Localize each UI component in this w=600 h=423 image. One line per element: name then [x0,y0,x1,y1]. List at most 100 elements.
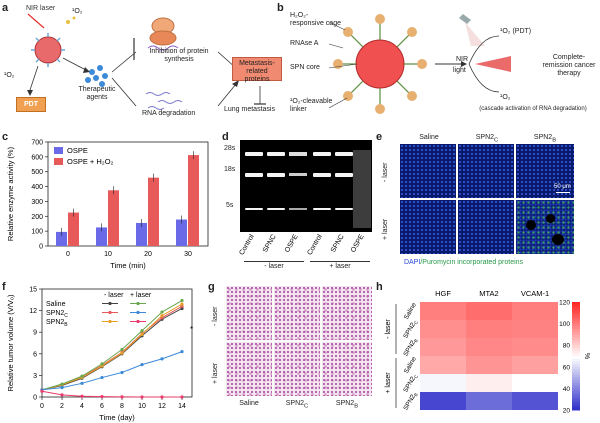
nir-label: NIR [456,56,469,63]
o2-pdt-label: ¹O₂ (PDT) [500,28,532,35]
colorbar-segment [572,326,580,330]
heatmap-cell [466,392,512,410]
gel-band [245,173,263,177]
x-tick-label: 10 [138,403,146,410]
y-tick-label: 3 [33,373,37,380]
laser-beam-icon [27,13,45,29]
void-region [526,220,536,230]
legend-marker [108,310,112,315]
plot-frame [47,141,209,247]
x-tick-label: 12 [158,403,166,410]
e-img-minus-saline [400,144,456,198]
data-point [100,375,104,380]
y-tick-label: 300 [31,199,43,206]
heatmap-cell [420,374,466,392]
gel-lane-label: SPNC [262,234,278,254]
data-point [140,329,144,333]
bar-ospe [56,231,67,246]
colorbar-tick-label: 40 [563,386,571,393]
spn-core-icon [355,39,405,89]
heatmap-cell [466,320,512,338]
nanoparticle-icon [31,33,65,67]
y-tick-label: 100 [31,229,43,236]
data-point [140,363,144,367]
band-label-18s: 18s [224,166,236,173]
legend-label: OSPE [67,146,88,155]
colorbar-segment [572,374,580,379]
data-point [160,357,164,361]
bar-ospe [176,219,187,246]
ribosome-icon [147,17,179,51]
bar-ospeho [188,155,199,246]
colorbar-segment [572,318,580,322]
colorbar-segment [572,320,580,325]
panel-label-e: e [376,131,383,143]
x-tick-label: 0 [40,403,44,410]
h2o2-cage-icon [341,22,419,106]
g-row-minus-laser: - laser [212,306,219,326]
y-tick-label: 500 [31,169,43,176]
colorbar-segment [572,407,580,411]
bar-ospe [96,227,107,246]
colorbar-segment [572,404,580,408]
data-point [60,393,64,397]
legend-header-minus: - laser [104,292,124,299]
heatmap-cell [512,338,558,356]
legend-swatch [54,147,63,154]
colorbar-segment [572,399,580,403]
heatmap-row-label: SPN2C [402,318,419,340]
colorbar-segment [572,401,580,406]
singlet-o2-burst-icon [66,16,76,24]
legend-marker [136,319,140,324]
e-img-plus-saline [400,200,456,254]
g-col-spn2c: SPN2C [285,400,309,410]
scale-bar-label: 50 μm [554,184,571,190]
data-point [120,395,124,399]
data-point [80,394,84,398]
colorbar-segment [572,350,580,354]
data-point [160,310,164,314]
legend-label: SPN2B [46,319,68,328]
data-point [120,347,124,352]
lung-metastasis-label: Lung metastasis [224,106,275,113]
gel-band [289,152,307,156]
gel-band [335,208,353,210]
gel-band [335,173,353,177]
colorbar-segment [572,331,580,335]
arrow-to-pdt-icon [29,65,39,91]
g-img-minus-spn2c [274,286,320,340]
colorbar-segment [572,358,580,362]
heatmap-group-label: + laser [385,372,392,394]
panel-a-schematic [27,13,266,110]
e-row-minus-laser: - laser [382,162,389,182]
heatmap-row-label: SPN2B [402,337,418,358]
g-img-minus-saline [226,286,272,340]
y-tick-label: 400 [31,184,43,191]
rna-degradation-label: RNA degradation [142,110,196,117]
legend-label: SPN2C [46,310,68,319]
panel-label-h: h [376,281,383,293]
colorbar-segment [572,310,580,314]
colorbar-segment [572,307,580,311]
colorbar-segment [572,388,580,392]
colorbar-segment [572,391,580,395]
therapeutic-agents-label: Therapeutic agents [78,86,116,101]
gel-lane-label: SPNC [330,234,346,254]
colorbar-segment [572,356,580,360]
gel-lane-label: OSPE [350,233,366,254]
colorbar-segment [572,364,580,368]
fan-arrow-icon [475,56,511,72]
data-point [160,314,164,318]
colorbar-segment [572,323,580,327]
colorbar-segment [572,339,580,343]
legend-marker [136,310,140,315]
g-col-spn2b: SPN2B [335,400,359,410]
colorbar-segment [572,366,580,370]
colorbar-segment [572,337,580,341]
heatmap-col-label: VCAM-1 [521,289,549,298]
void-region [552,234,564,245]
g-img-plus-spn2b [322,342,372,396]
legend-swatch [54,158,63,165]
e-img-plus-spn2c [458,200,514,254]
o2-linker-label: ¹O₂-cleavable linker [290,98,333,113]
